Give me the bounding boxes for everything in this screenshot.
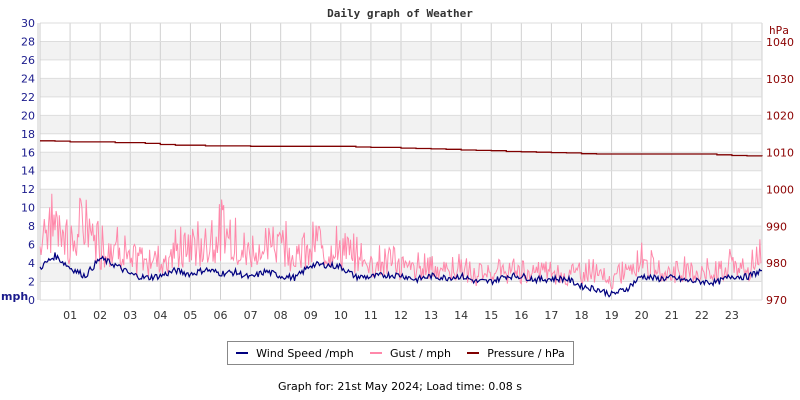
svg-text:2: 2 xyxy=(28,276,35,289)
svg-text:20: 20 xyxy=(21,109,35,122)
svg-text:23: 23 xyxy=(725,309,739,322)
right-axis-unit-label: hPa xyxy=(769,24,789,37)
svg-text:21: 21 xyxy=(665,309,679,322)
svg-text:05: 05 xyxy=(183,309,197,322)
legend-label-wind-speed: Wind Speed /mph xyxy=(256,346,354,360)
svg-text:980: 980 xyxy=(766,257,787,270)
svg-text:6: 6 xyxy=(28,239,35,252)
svg-text:18: 18 xyxy=(575,309,589,322)
svg-text:11: 11 xyxy=(364,309,378,322)
svg-text:1010: 1010 xyxy=(766,147,794,160)
svg-text:22: 22 xyxy=(695,309,709,322)
svg-text:15: 15 xyxy=(484,309,498,322)
pressure-series xyxy=(40,140,763,157)
chart-legend: Wind Speed /mph Gust / mph Pressure / hP… xyxy=(227,341,574,365)
svg-text:01: 01 xyxy=(63,309,77,322)
svg-text:20: 20 xyxy=(635,309,649,322)
horizontal-gridlines xyxy=(40,22,762,301)
svg-text:17: 17 xyxy=(544,309,558,322)
svg-text:970: 970 xyxy=(766,294,787,307)
graph-footer: Graph for: 21st May 2024; Load time: 0.0… xyxy=(277,380,522,393)
svg-text:02: 02 xyxy=(93,309,107,322)
weather-chart: Daily graph of Weather 02468101214161820… xyxy=(1,7,794,322)
svg-text:1040: 1040 xyxy=(766,36,794,49)
gust-series xyxy=(39,193,762,291)
svg-text:26: 26 xyxy=(21,54,35,67)
svg-text:1030: 1030 xyxy=(766,73,794,86)
svg-text:22: 22 xyxy=(21,91,35,104)
right-axis-ticks: 970 980 990 1000 1010 1020 1030 1040 xyxy=(766,36,794,307)
svg-text:1020: 1020 xyxy=(766,110,794,123)
svg-text:14: 14 xyxy=(454,309,468,322)
svg-text:0: 0 xyxy=(28,294,35,307)
svg-text:07: 07 xyxy=(244,309,258,322)
svg-text:4: 4 xyxy=(28,257,35,270)
legend-label-gust: Gust / mph xyxy=(390,346,451,360)
svg-text:12: 12 xyxy=(394,309,408,322)
svg-text:08: 08 xyxy=(274,309,288,322)
svg-text:13: 13 xyxy=(424,309,438,322)
svg-text:24: 24 xyxy=(21,72,35,85)
svg-text:30: 30 xyxy=(21,17,35,30)
svg-text:1000: 1000 xyxy=(766,183,794,196)
wind-speed-series xyxy=(39,252,763,298)
legend-label-pressure: Pressure / hPa xyxy=(487,346,565,360)
svg-text:19: 19 xyxy=(605,309,619,322)
svg-text:06: 06 xyxy=(214,309,228,322)
x-axis-ticks: 01 02 03 04 05 06 07 08 09 10 11 12 13 14 15 16 17 18 19 20… xyxy=(63,309,739,322)
svg-text:8: 8 xyxy=(28,220,35,233)
svg-text:16: 16 xyxy=(514,309,528,322)
svg-text:03: 03 xyxy=(123,309,137,322)
svg-text:12: 12 xyxy=(21,183,35,196)
pressure-swatch-icon xyxy=(467,352,480,354)
svg-text:04: 04 xyxy=(153,309,167,322)
gust-swatch-icon xyxy=(370,352,383,354)
legend-item-pressure: Pressure / hPa xyxy=(467,347,565,360)
svg-text:990: 990 xyxy=(766,220,787,233)
legend-item-wind-speed: Wind Speed /mph xyxy=(236,347,354,360)
wind-speed-swatch-icon xyxy=(236,352,249,354)
chart-title: Daily graph of Weather xyxy=(327,7,473,20)
svg-text:10: 10 xyxy=(334,309,348,322)
svg-text:16: 16 xyxy=(21,146,35,159)
legend-item-gust: Gust / mph xyxy=(370,347,451,360)
svg-text:10: 10 xyxy=(21,202,35,215)
svg-text:09: 09 xyxy=(304,309,318,322)
svg-text:28: 28 xyxy=(21,35,35,48)
svg-text:18: 18 xyxy=(21,128,35,141)
svg-text:14: 14 xyxy=(21,165,35,178)
left-axis-unit-label: mph xyxy=(1,290,28,303)
